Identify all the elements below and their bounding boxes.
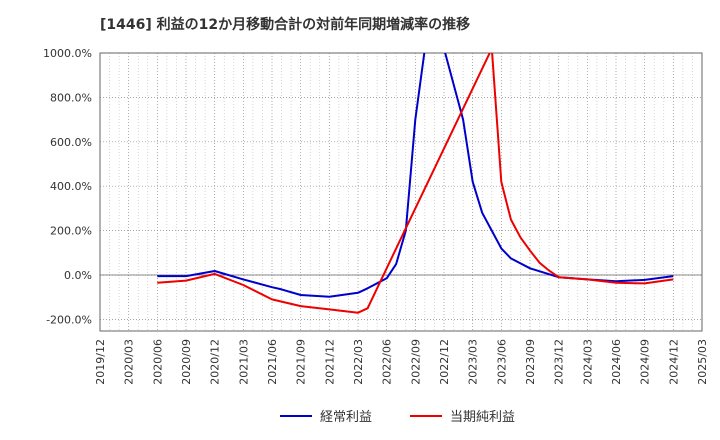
x-tick-label: 2022/03 [352, 339, 365, 385]
y-tick-label: 800.0% [50, 91, 92, 104]
chart-title: [1446] 利益の12か月移動合計の対前年同期増減率の推移 [100, 17, 471, 33]
y-tick-label: 1000.0% [43, 47, 92, 60]
series-line-ordinary-profit [157, 53, 674, 298]
series-line-net-income [157, 53, 674, 314]
y-tick-label: 400.0% [50, 180, 92, 193]
x-tick-label: 2021/12 [323, 339, 336, 385]
legend-label: 当期純利益 [450, 410, 515, 425]
plot-frame [99, 52, 703, 332]
x-tick-label: 2023/12 [553, 339, 566, 385]
x-tick-label: 2021/03 [237, 339, 250, 385]
legend: 経常利益 当期純利益 [280, 410, 515, 425]
x-tick-label: 2022/09 [409, 339, 422, 385]
x-tick-label: 2024/09 [639, 339, 652, 385]
y-tick-label: 200.0% [50, 225, 92, 238]
x-tick-label: 2021/06 [266, 339, 279, 385]
y-tick-label: 600.0% [50, 136, 92, 149]
x-tick-label: 2019/12 [94, 339, 107, 385]
x-tick-label: 2020/12 [209, 339, 222, 385]
x-tick-label: 2020/06 [151, 339, 164, 385]
x-tick-label: 2021/09 [295, 339, 308, 385]
x-tick-label: 2024/06 [610, 339, 623, 385]
x-tick-label: 2023/09 [524, 339, 537, 385]
y-tick-label: 0.0% [64, 269, 92, 282]
y-tick-label: -200.0% [46, 313, 92, 326]
x-tick-label: 2020/09 [180, 339, 193, 385]
x-tick-label: 2022/06 [381, 339, 394, 385]
axes: 2019/12 2020/03 2020/06 2020/09 2020/12 2021/… [43, 47, 709, 385]
x-tick-label: 2023/06 [495, 339, 508, 385]
grid [99, 52, 703, 331]
x-tick-label: 2025/03 [696, 339, 709, 385]
x-tick-label: 2023/03 [467, 339, 480, 385]
x-tick-label: 2024/03 [581, 339, 594, 385]
series [157, 53, 674, 314]
x-tick-label: 2022/12 [438, 339, 451, 385]
legend-label: 経常利益 [320, 410, 372, 425]
x-tick-label: 2020/03 [123, 339, 136, 385]
x-tick-label: 2024/12 [667, 339, 680, 385]
